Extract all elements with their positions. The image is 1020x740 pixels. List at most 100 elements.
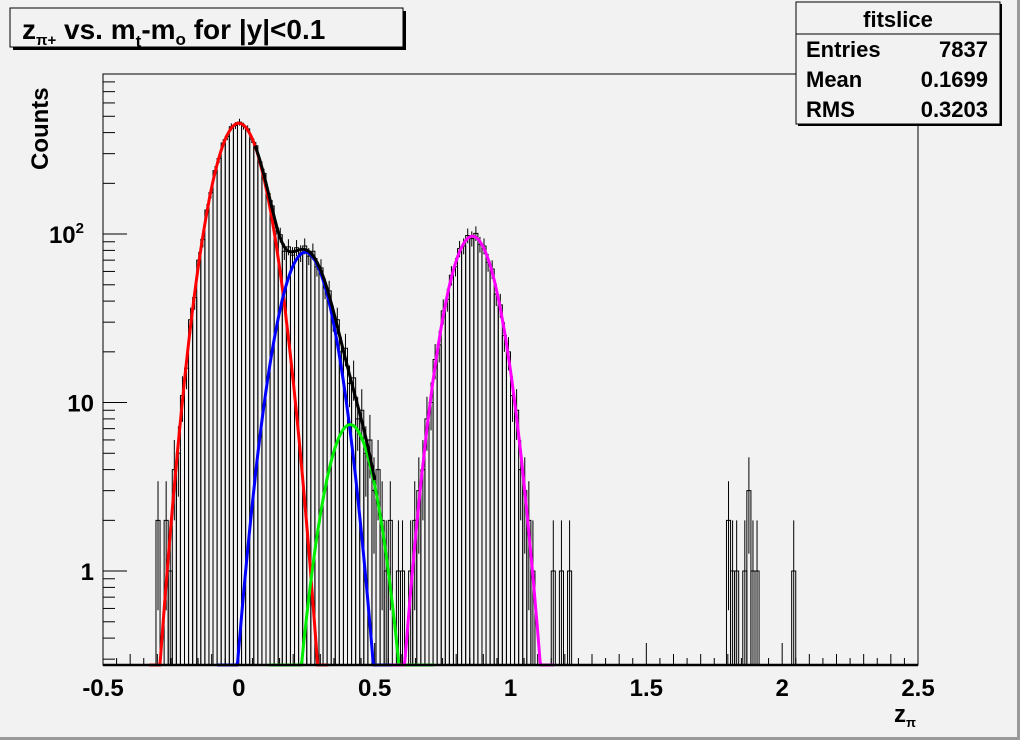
bin-outline (257, 161, 263, 665)
bin-outline (514, 409, 520, 665)
histogram-bin (791, 520, 797, 665)
histogram-bin (273, 221, 279, 665)
bin-outline (510, 395, 516, 665)
histogram-bin (318, 259, 324, 665)
y-tick-labels: 1 10 102 (49, 220, 94, 586)
fit-curve-gaus-4 (391, 234, 554, 667)
bin-outline (265, 193, 271, 665)
histogram-bin (200, 232, 206, 665)
histogram-bin (245, 125, 251, 665)
histogram-bin (477, 236, 483, 665)
bin-outline (188, 319, 194, 665)
bin-outline (477, 243, 483, 665)
bin-outline (285, 246, 291, 665)
histogram-bin (265, 188, 271, 665)
bin-outline (428, 402, 434, 665)
bin-outline (236, 121, 243, 665)
x-tick-label: 0.5 (358, 675, 391, 702)
histogram-bin (249, 135, 255, 665)
histogram-bin (730, 520, 736, 665)
bin-outline (497, 304, 503, 665)
histogram-bin (294, 240, 300, 665)
bin-outline (249, 138, 255, 665)
histogram-bin (314, 258, 320, 665)
x-tick-labels: -0.5 0 0.5 1 1.5 2 2.5 (82, 675, 934, 702)
bin-outline (440, 310, 446, 665)
histogram-bin (204, 203, 210, 665)
histogram-bin (497, 293, 503, 665)
histogram-bin (212, 166, 218, 665)
bin-outline (457, 248, 463, 665)
histogram-bin (440, 299, 446, 665)
bin-outline (245, 128, 251, 665)
bin-outline (505, 351, 511, 665)
bin-outline (318, 267, 324, 665)
histogram-bin (754, 520, 760, 665)
histogram-bin (448, 266, 454, 665)
histogram-bin (461, 238, 467, 665)
y-tick-label: 1 (81, 559, 94, 586)
bin-outline (489, 268, 495, 665)
bin-outline (196, 259, 202, 665)
bin-outline (200, 238, 206, 665)
histogram-bin (269, 200, 275, 665)
bin-outline (334, 319, 340, 665)
bin-outline (269, 205, 275, 665)
histogram-bin (485, 253, 491, 665)
histogram-bin (746, 457, 752, 665)
histogram-bin (473, 226, 479, 665)
histogram-bin (232, 122, 238, 665)
bin-outline (436, 344, 442, 665)
histogram-bins (155, 118, 797, 665)
x-tick-label: 2 (775, 675, 788, 702)
bin-outline (448, 274, 454, 665)
x-tick-label: -0.5 (82, 675, 123, 702)
stats-name: fitslice (863, 7, 933, 32)
bin-outline (212, 170, 218, 665)
bin-outline (204, 209, 210, 665)
histogram-bin (208, 187, 214, 665)
y-tick-label: 102 (49, 220, 84, 249)
histogram-bin (510, 376, 516, 665)
histogram-bin (302, 238, 308, 665)
histogram-bin (742, 520, 748, 665)
bin-outline (485, 261, 491, 665)
bin-outline (302, 245, 308, 665)
y-axis-label: Counts (27, 87, 54, 170)
histogram-bin (289, 247, 296, 665)
bin-outline (444, 298, 450, 665)
fit-curve-gaus-1 (149, 121, 329, 667)
histogram-bin (253, 141, 259, 665)
histogram-bin (155, 481, 161, 665)
bin-outline (179, 395, 185, 665)
bin-outline (224, 135, 230, 665)
histogram-bin (452, 258, 459, 665)
histogram-bin (734, 520, 740, 665)
x-tick-label: 1 (504, 675, 517, 702)
histogram-bin (379, 481, 385, 665)
bin-outline (469, 238, 475, 665)
stats-mean-label: Mean (806, 67, 862, 92)
histogram-bin (188, 307, 194, 665)
bin-outline (253, 145, 259, 665)
bin-outline (452, 266, 459, 665)
bin-outline (432, 359, 438, 665)
bin-outline (461, 245, 467, 665)
fit-curve-gaus-2 (217, 250, 397, 667)
histogram-bin (750, 520, 756, 665)
histogram-bin (481, 238, 487, 665)
bin-outline (289, 254, 296, 665)
histogram-bin (196, 251, 202, 665)
x-tick-label: 0 (232, 675, 245, 702)
histogram-bin (285, 239, 291, 665)
histogram-bin (457, 240, 463, 665)
bin-outline (355, 418, 361, 665)
histogram-bin (444, 288, 450, 665)
histogram-bin (501, 322, 507, 665)
stats-rms-label: RMS (806, 97, 855, 122)
x-tick-label: 2.5 (901, 675, 934, 702)
bin-outline (338, 351, 344, 665)
bin-outline (330, 316, 336, 665)
